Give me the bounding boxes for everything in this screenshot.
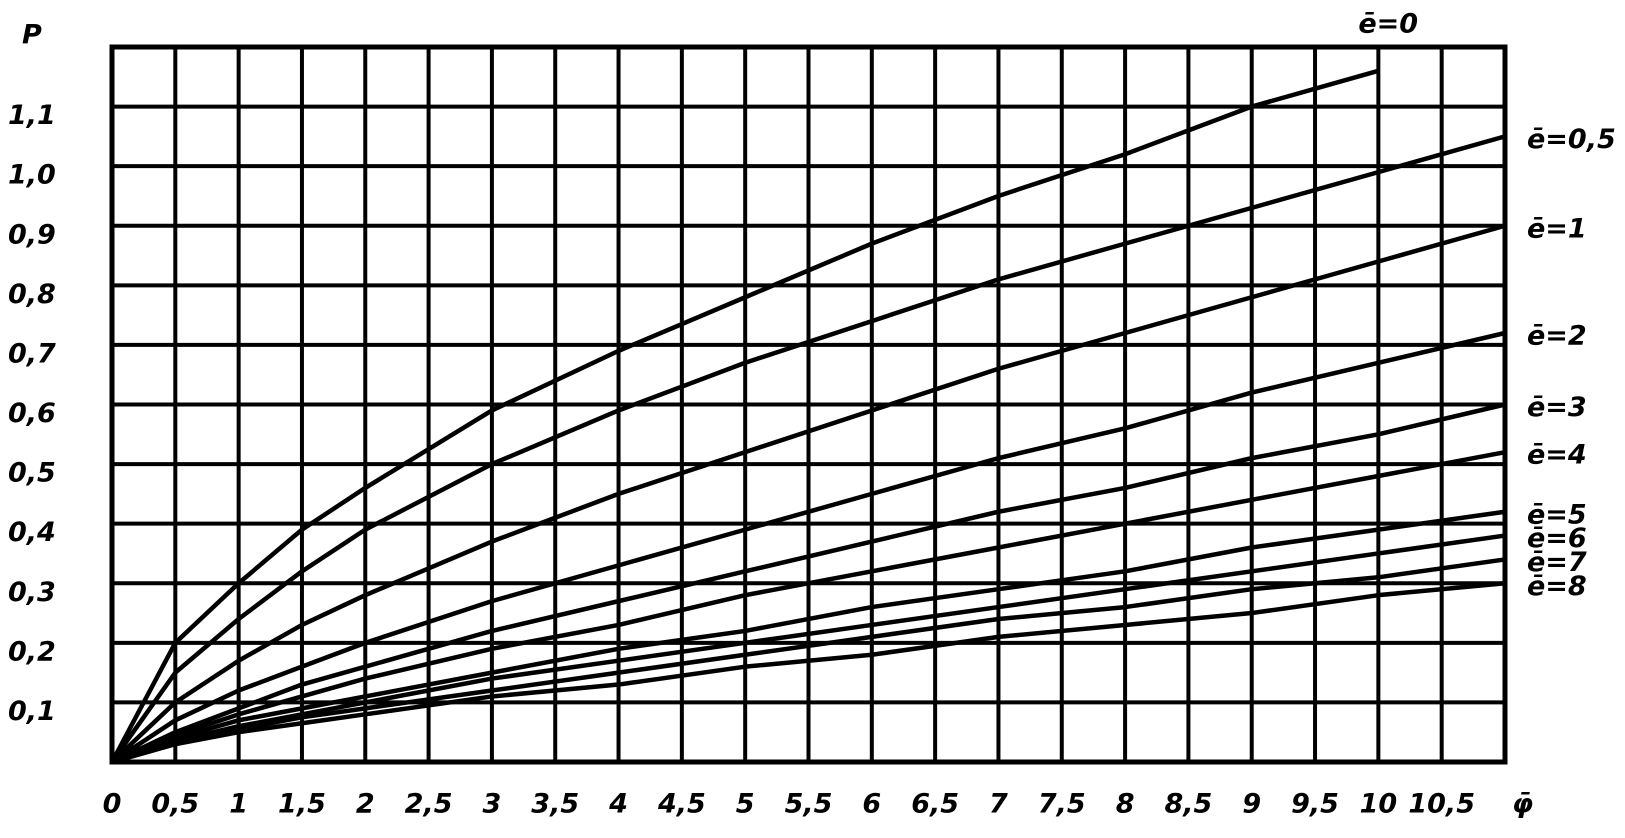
series-line	[111, 581, 1506, 765]
series-line	[110, 134, 1506, 764]
series-label: ē=7	[1527, 547, 1587, 578]
series-label: ē=6	[1527, 523, 1587, 554]
series-label: ē=0	[1358, 9, 1418, 40]
x-axis-label: φ̄	[1512, 789, 1533, 820]
series-label: ē=0,5	[1527, 124, 1616, 155]
x-tick-label: 3	[483, 789, 502, 820]
y-tick-label: 0,6	[8, 398, 56, 429]
x-tick-label: 4,5	[657, 789, 706, 820]
x-tick-label: 1,5	[278, 789, 326, 820]
x-tick-label: 0,5	[151, 789, 199, 820]
y-tick-label: 0,7	[8, 338, 56, 369]
x-tick-label: 6	[862, 789, 881, 820]
x-tick-label: 9,5	[1291, 789, 1339, 820]
y-tick-label: 0,5	[8, 458, 56, 489]
x-tick-label: 10	[1360, 789, 1398, 820]
x-tick-label: 7	[989, 789, 1008, 820]
series-label: ē=2	[1527, 321, 1587, 352]
x-tick-label: 1	[229, 789, 248, 820]
x-tick-label: 6,5	[911, 789, 959, 820]
y-tick-label: 0,1	[8, 696, 56, 727]
x-tick-label: 0	[103, 789, 122, 820]
x-tick-label: 7,5	[1038, 789, 1086, 820]
x-tick-label: 3,5	[531, 789, 579, 820]
x-tick-label: 2	[356, 789, 375, 820]
y-tick-label: 1,0	[8, 160, 56, 191]
x-tick-label: 2,5	[405, 789, 453, 820]
series-line	[110, 330, 1506, 764]
x-tick-label: 5,5	[785, 789, 833, 820]
series-line	[111, 509, 1506, 765]
series-line	[111, 533, 1506, 765]
y-tick-label: 0,4	[8, 517, 56, 548]
x-tick-label: 10,5	[1408, 789, 1475, 820]
series-line	[110, 68, 1379, 764]
series-label: ē=1	[1527, 213, 1587, 244]
series-line	[110, 223, 1506, 764]
y-tick-label: 1,1	[8, 100, 56, 131]
x-tick-label: 5	[736, 789, 755, 820]
series-line	[111, 449, 1506, 765]
series-line	[111, 402, 1506, 765]
y-axis-label: P	[22, 20, 42, 51]
series-label: ē=3	[1527, 392, 1587, 423]
y-tick-label: 0,8	[8, 279, 56, 310]
y-tick-label: 0,3	[8, 577, 56, 608]
x-tick-label: 9	[1242, 789, 1261, 820]
y-tick-label: 0,2	[8, 636, 56, 667]
x-tick-label: 4	[608, 789, 628, 820]
x-tick-label: 8	[1116, 789, 1135, 820]
series-label: ē=5	[1527, 499, 1587, 530]
series-label: ē=4	[1527, 440, 1587, 471]
series-label: ē=8	[1527, 571, 1587, 602]
x-tick-label: 8,5	[1164, 789, 1212, 820]
series-line	[111, 557, 1506, 765]
y-tick-label: 0,9	[8, 219, 56, 250]
